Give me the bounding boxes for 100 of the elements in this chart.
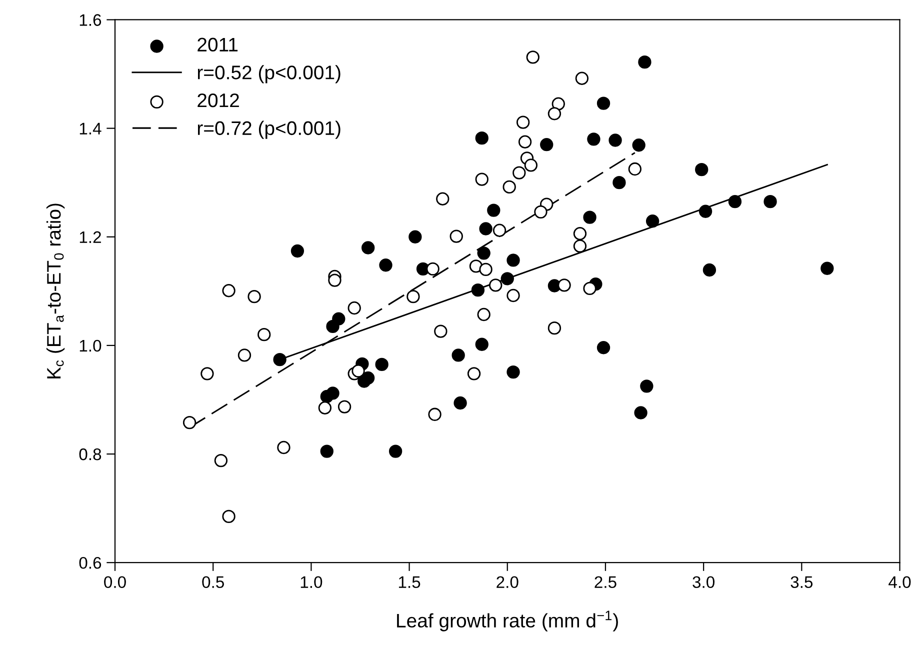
point (450, 230, 463, 243)
x-tick-label: 2.0 (496, 576, 518, 588)
x-tick-label: 3.0 (692, 576, 715, 588)
y-tick-label: 1.2 (80, 231, 101, 243)
point (454, 396, 467, 410)
point (489, 278, 502, 292)
x-tick-label: 2.5 (594, 576, 616, 588)
y-tick-label: 0.8 (79, 448, 102, 460)
point (248, 290, 261, 304)
point (632, 138, 646, 152)
point (500, 272, 514, 286)
x-tick-label: 0.5 (202, 576, 224, 588)
point (200, 367, 214, 380)
point (518, 135, 532, 148)
point (475, 172, 488, 186)
point (516, 116, 530, 129)
point (320, 390, 334, 404)
point (487, 204, 500, 217)
point (479, 262, 492, 276)
point (379, 258, 392, 272)
y-axis-title: K$_{c}$ (ET$_{a}$-to-ET$_{0}$ ratio) (46, 204, 65, 378)
point (436, 192, 450, 206)
x-axis-title: Leaf growth rate (mm d$^{−1}$) (397, 610, 618, 632)
point (596, 96, 610, 110)
point (475, 131, 488, 145)
point (506, 365, 520, 379)
point (540, 138, 554, 152)
point (273, 352, 286, 366)
point (583, 210, 596, 224)
point (318, 401, 332, 414)
point (583, 282, 596, 296)
y-tick-label: 0.6 (79, 556, 102, 569)
point (548, 107, 562, 120)
point (820, 262, 834, 275)
point (222, 284, 236, 298)
point (575, 72, 589, 85)
point (428, 408, 442, 421)
point (238, 348, 252, 362)
point (634, 406, 648, 420)
point (702, 263, 716, 277)
x-tick-label: 4.0 (888, 576, 911, 588)
point (406, 290, 420, 304)
point (408, 230, 422, 244)
point (361, 241, 375, 254)
y-tick-label: 1.4 (80, 122, 102, 134)
point (728, 195, 742, 208)
point (526, 50, 540, 64)
point (596, 341, 610, 354)
point (573, 240, 587, 253)
point (358, 374, 371, 388)
point (352, 364, 365, 378)
point (338, 400, 352, 414)
y-tick-label: 1.0 (80, 340, 102, 352)
x-tick-label: 3.5 (790, 576, 813, 588)
point (608, 134, 622, 147)
point (477, 308, 490, 322)
point (475, 338, 488, 351)
point (290, 244, 304, 258)
point (506, 254, 520, 267)
legend-label: r=0.72 (p<0.001) (198, 120, 340, 139)
point (587, 132, 600, 146)
point (506, 288, 520, 302)
y-tick-label: 1.6 (80, 14, 102, 26)
x-tick-label: 1.0 (300, 576, 322, 588)
point (646, 214, 660, 228)
point (258, 328, 271, 342)
point (695, 162, 708, 176)
point (764, 195, 777, 208)
point (214, 454, 228, 468)
legend-label: r=0.52 (p<0.001) (198, 65, 340, 84)
point (469, 260, 483, 273)
point (320, 444, 334, 458)
point (467, 367, 481, 380)
point (477, 246, 490, 260)
point (558, 278, 571, 292)
point (552, 97, 565, 110)
x-tick-label: 0.0 (104, 576, 126, 588)
point (182, 416, 196, 430)
x-tick-label: 1.5 (398, 576, 420, 588)
point (348, 301, 361, 315)
point (452, 348, 465, 362)
point (698, 204, 712, 218)
point (512, 166, 526, 180)
point (426, 262, 440, 276)
point (479, 222, 492, 236)
point (375, 358, 388, 372)
point (434, 324, 448, 338)
point (277, 440, 290, 454)
point (388, 444, 402, 458)
point (573, 227, 587, 240)
point (524, 158, 538, 172)
point (328, 274, 342, 287)
point (471, 283, 485, 297)
point (326, 320, 340, 334)
legend-label: 2012 (198, 93, 239, 108)
point (638, 55, 652, 69)
point (502, 180, 516, 194)
point (222, 510, 236, 524)
point (534, 205, 548, 218)
legend-label: 2011 (198, 38, 238, 52)
